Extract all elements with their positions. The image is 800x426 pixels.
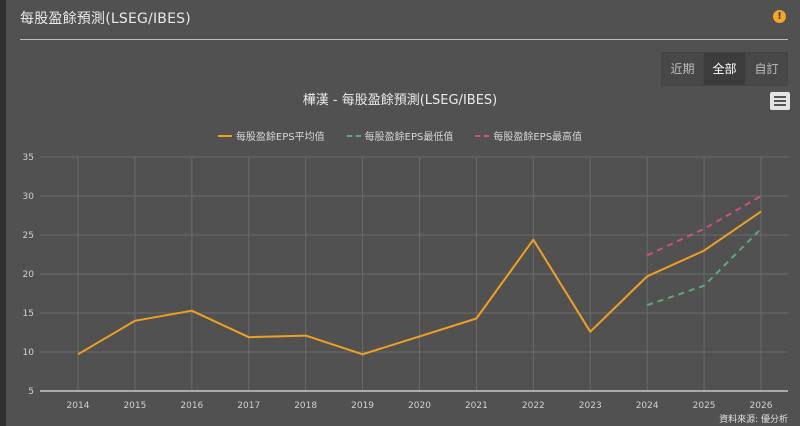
x-tick-label: 2022 xyxy=(522,401,545,411)
range-button-custom[interactable]: 自訂 xyxy=(754,62,779,76)
series-line-0[interactable] xyxy=(77,210,762,356)
info-icon[interactable]: ! xyxy=(773,10,786,23)
legend-item-avg[interactable]: 每股盈餘EPS平均值 xyxy=(217,128,325,143)
left-edge-strip xyxy=(0,0,6,426)
y-axis: 5 10 15 20 25 30 35 xyxy=(23,153,35,397)
legend-label-low: 每股盈餘EPS最低值 xyxy=(364,132,454,143)
chart-legend: 每股盈餘EPS平均值 每股盈餘EPS最低值 每股盈餘EPS最高值 xyxy=(0,128,800,143)
range-selector: 近期 全部 自訂 xyxy=(661,52,788,86)
x-tick-label: 2016 xyxy=(180,401,203,411)
series-line-1[interactable] xyxy=(646,228,762,307)
x-tick-label: 2026 xyxy=(750,401,773,411)
y-tick-label: 10 xyxy=(23,348,35,358)
legend-swatch-avg xyxy=(217,134,232,137)
y-tick-label: 30 xyxy=(23,192,35,202)
legend-label-avg: 每股盈餘EPS平均值 xyxy=(235,132,325,143)
x-tick-label: 2019 xyxy=(351,401,374,411)
legend-item-high[interactable]: 每股盈餘EPS最高值 xyxy=(475,128,582,143)
legend-item-low[interactable]: 每股盈餘EPS最低值 xyxy=(346,128,454,143)
hamburger-menu-icon[interactable] xyxy=(770,92,790,110)
x-tick-label: 2025 xyxy=(693,401,716,411)
y-tick-label: 5 xyxy=(28,387,34,397)
y-tick-label: 35 xyxy=(23,153,34,163)
chart-series xyxy=(77,195,762,356)
data-source-credit: 資料來源: 優分析 xyxy=(719,415,788,425)
x-tick-label: 2020 xyxy=(408,401,431,411)
panel-title: 每股盈餘預測(LSEG/IBES) xyxy=(20,11,191,27)
y-tick-label: 25 xyxy=(23,231,34,241)
title-divider xyxy=(20,39,788,40)
x-tick-label: 2024 xyxy=(636,401,659,411)
range-button-recent[interactable]: 近期 xyxy=(662,53,704,85)
chart-gridlines xyxy=(40,156,788,391)
x-tick-label: 2014 xyxy=(67,401,90,411)
y-tick-label: 15 xyxy=(23,309,34,319)
x-tick-label: 2021 xyxy=(465,401,488,411)
range-button-all[interactable]: 全部 xyxy=(704,53,746,85)
legend-swatch-low xyxy=(346,134,361,137)
x-tick-label: 2018 xyxy=(294,401,317,411)
x-tick-label: 2023 xyxy=(579,401,602,411)
chart-title: 樺漢 - 每股盈餘預測(LSEG/IBES) xyxy=(302,93,498,108)
x-tick-label: 2015 xyxy=(123,401,146,411)
x-tick-label: 2017 xyxy=(237,401,260,411)
legend-label-high: 每股盈餘EPS最高值 xyxy=(493,132,583,143)
y-tick-label: 20 xyxy=(23,270,35,280)
x-axis: 2014 2015 2016 2017 2018 2019 2020 2021 2022 2023… xyxy=(40,390,788,411)
legend-swatch-high xyxy=(475,134,490,137)
